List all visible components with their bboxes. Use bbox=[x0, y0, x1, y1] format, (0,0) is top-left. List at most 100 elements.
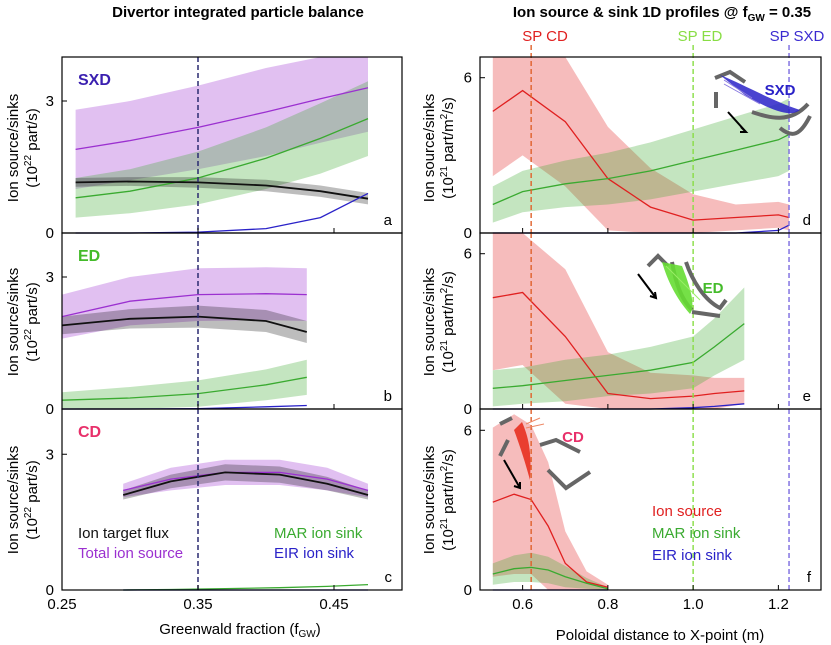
line-c-ion-target-flux bbox=[122, 471, 369, 496]
ytick-label-d-0: 0 bbox=[464, 225, 472, 242]
sp-sxd-label: SP SXD bbox=[770, 28, 825, 45]
line-c-mar-ion-sink bbox=[123, 583, 369, 591]
band-a-ion-target-flux bbox=[75, 177, 368, 205]
cd-schematic: CD bbox=[498, 416, 592, 491]
right-title-tail: = 0.35 bbox=[765, 4, 811, 21]
panel-letter-e: e bbox=[803, 388, 811, 405]
band-f-ion-source bbox=[492, 414, 608, 590]
xtick-label-f-0: 0.6 bbox=[512, 596, 533, 613]
ed-inset-label: ED bbox=[703, 280, 724, 297]
legend-mar-right: MAR ion sink bbox=[652, 525, 741, 542]
sp-cd-label: SP CD bbox=[522, 28, 568, 45]
ytick-label-f-1: 6 bbox=[464, 422, 472, 439]
xtick-label-f-3: 1.2 bbox=[768, 596, 789, 613]
legend-target: Ion target flux bbox=[78, 525, 169, 542]
legend-right: Ion source MAR ion sink EIR ion sink bbox=[652, 503, 741, 564]
ytick-label-e-1: 6 bbox=[464, 246, 472, 263]
frame-f bbox=[479, 408, 822, 591]
xtick-label-c-0: 0.25 bbox=[47, 596, 76, 613]
panel-letter-c: c bbox=[385, 569, 393, 586]
svg-text:(1022 part/s): (1022 part/s) bbox=[23, 108, 41, 188]
left-ylabel-c: Ion source/sinks (1022 part/s) bbox=[5, 446, 41, 554]
config-label-b: ED bbox=[78, 248, 100, 265]
line-f-ion-source bbox=[492, 493, 609, 588]
cd-inset-label: CD bbox=[562, 429, 584, 446]
config-label-c: CD bbox=[78, 424, 101, 441]
legend-left: Ion target flux Total ion source MAR ion… bbox=[78, 525, 363, 562]
left-ylabel-b: Ion source/sinks (1022 part/s) bbox=[5, 268, 41, 376]
panel-d: 0 6 d bbox=[464, 45, 822, 242]
xtick-label-c-1: 0.35 bbox=[183, 596, 212, 613]
sp-ed-label: SP ED bbox=[678, 28, 723, 45]
legend-total: Total ion source bbox=[78, 545, 183, 562]
band-e-mar-ion-sink bbox=[492, 287, 745, 407]
panel-e: 0 6 e bbox=[464, 232, 822, 418]
line-d-ion-source bbox=[492, 89, 790, 221]
panel-c: 0 3 0.25 0.35 0.45 c CD bbox=[46, 408, 403, 613]
legend-eir: EIR ion sink bbox=[274, 545, 355, 562]
ytick-label-c-1: 3 bbox=[46, 446, 54, 463]
band-b-total-ion-source bbox=[62, 267, 307, 339]
ytick-label-b-1: 3 bbox=[46, 269, 54, 286]
panel-letter-b: b bbox=[384, 388, 392, 405]
line-a-mar-ion-sink bbox=[75, 117, 369, 199]
left-xlabel: Greenwald fraction (fGW) bbox=[159, 621, 320, 640]
panel-b: 0 3 b ED bbox=[46, 232, 403, 418]
right-ylabel-e: Ion source/sinks (1021 part/m2/s) bbox=[421, 268, 457, 376]
panel-f: 0 6 0.6 0.8 1.0 1.2 f bbox=[464, 408, 822, 613]
band-b-ion-target-flux bbox=[62, 305, 307, 343]
band-c-ion-target-flux bbox=[123, 464, 368, 500]
ytick-label-b-0: 0 bbox=[46, 401, 54, 418]
frame-c bbox=[61, 408, 403, 591]
band-d-mar-ion-sink bbox=[492, 98, 789, 223]
ytick-label-f-0: 0 bbox=[464, 582, 472, 599]
svg-text:Ion source/sinks: Ion source/sinks bbox=[421, 268, 438, 376]
line-f-mar-ion-sink bbox=[492, 566, 609, 590]
xtick-label-f-1: 0.8 bbox=[597, 596, 618, 613]
svg-text:Ion source/sinks: Ion source/sinks bbox=[421, 94, 438, 202]
svg-text:Ion source/sinks: Ion source/sinks bbox=[5, 446, 22, 554]
line-e-mar-ion-sink bbox=[492, 323, 745, 389]
right-ylabel-f: Ion source/sinks (1021 part/m2/s) bbox=[421, 446, 457, 554]
line-a-total-ion-source bbox=[75, 87, 369, 151]
right-title: Ion source & sink 1D profiles @ fGW = 0.… bbox=[513, 4, 811, 24]
line-d-mar-ion-sink bbox=[492, 134, 790, 206]
line-e-ion-source bbox=[492, 291, 745, 400]
left-ylabel-a: Ion source/sinks (1022 part/s) bbox=[5, 94, 41, 202]
ytick-label-a-1: 3 bbox=[46, 93, 54, 110]
left-title: Divertor integrated particle balance bbox=[112, 4, 364, 21]
legend-eir-right: EIR ion sink bbox=[652, 547, 733, 564]
ytick-label-a-0: 0 bbox=[46, 225, 54, 242]
ed-schematic: ED bbox=[637, 253, 728, 318]
svg-text:(1021 part/m2/s): (1021 part/m2/s) bbox=[439, 271, 457, 373]
ytick-label-c-0: 0 bbox=[46, 582, 54, 599]
band-d-ion-source bbox=[492, 57, 789, 233]
svg-text:(1022 part/s): (1022 part/s) bbox=[23, 282, 41, 362]
svg-text:(1021 part/m2/s): (1021 part/m2/s) bbox=[439, 97, 457, 199]
xtick-label-c-2: 0.45 bbox=[319, 596, 348, 613]
svg-text:Ion source/sinks: Ion source/sinks bbox=[5, 268, 22, 376]
svg-text:(1021 part/m2/s): (1021 part/m2/s) bbox=[439, 449, 457, 551]
band-e-ion-source bbox=[492, 233, 745, 409]
svg-text:Ion source/sinks: Ion source/sinks bbox=[421, 446, 438, 554]
legend-mar: MAR ion sink bbox=[274, 525, 363, 542]
legend-source: Ion source bbox=[652, 503, 722, 520]
right-title-sub: GW bbox=[748, 13, 766, 24]
line-c-total-ion-source bbox=[123, 471, 369, 492]
xtick-label-f-2: 1.0 bbox=[683, 596, 704, 613]
band-a-mar-ion-sink bbox=[75, 81, 368, 218]
svg-text:Ion source/sinks: Ion source/sinks bbox=[5, 94, 22, 202]
panel-a: 0 3 a SXD bbox=[46, 56, 403, 242]
panel-letter-d: d bbox=[803, 212, 811, 229]
svg-text:(1022 part/s): (1022 part/s) bbox=[23, 460, 41, 540]
panel-letter-a: a bbox=[384, 212, 393, 229]
sxd-schematic: SXD bbox=[714, 69, 812, 136]
config-label-a: SXD bbox=[78, 72, 111, 89]
right-ylabel-d: Ion source/sinks (1021 part/m2/s) bbox=[421, 94, 457, 202]
sxd-inset-label: SXD bbox=[765, 82, 796, 99]
line-b-total-ion-source bbox=[61, 293, 307, 318]
band-b-mar-ion-sink bbox=[62, 359, 307, 409]
ytick-label-e-0: 0 bbox=[464, 401, 472, 418]
